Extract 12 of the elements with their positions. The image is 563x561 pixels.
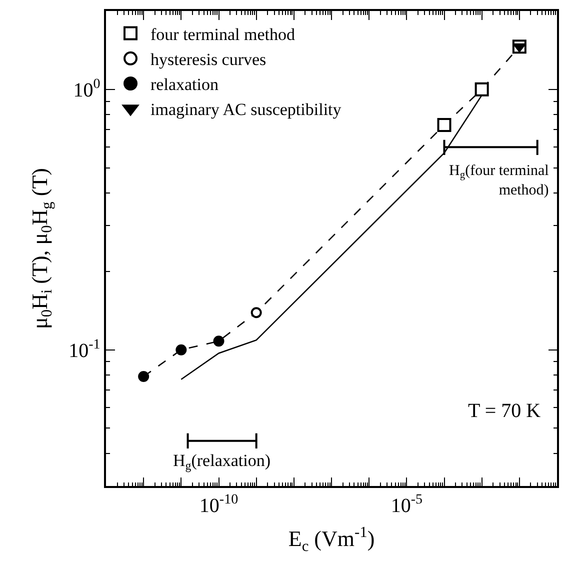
annotation: H$_{g}$(relaxation) — [173, 451, 271, 473]
x-axis-title: E$_{c}$ (Vm$^{-1}$) — [288, 524, 375, 555]
legend-label: hysteresis curves — [150, 50, 266, 70]
annotation: H$_{g}$(four terminal method) — [449, 163, 549, 198]
annotation: T = 70 K — [468, 400, 542, 422]
x-tick-label: 10$^{-10}$ — [199, 492, 238, 517]
legend-label: imaginary AC susceptibility — [150, 100, 342, 120]
x-tick-label: 10$^{-5}$ — [390, 492, 423, 517]
legend-label: relaxation — [150, 75, 219, 94]
y-tick-label: 10$^{-1}$ — [68, 337, 100, 362]
legend-label: four terminal method — [150, 24, 296, 44]
y-tick-label: 10$^{0}$ — [73, 77, 100, 102]
